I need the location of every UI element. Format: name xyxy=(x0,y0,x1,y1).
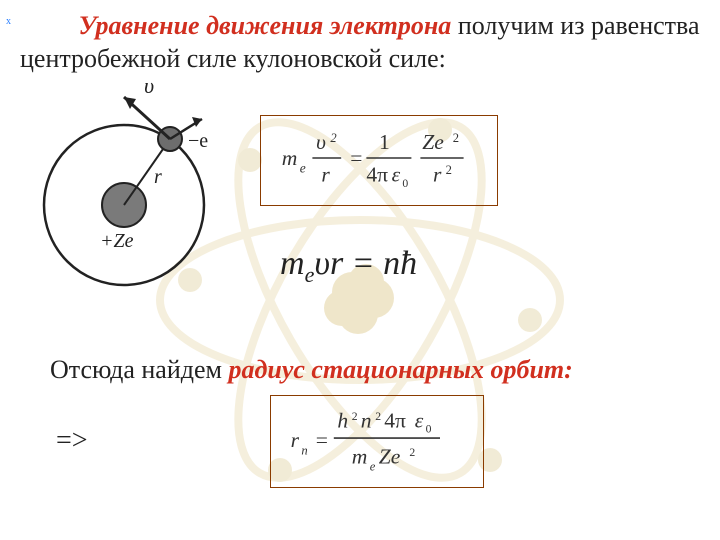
svg-text:Ze: Ze xyxy=(422,130,444,154)
svg-text:m: m xyxy=(352,444,368,468)
velocity-label: υ xyxy=(144,75,154,98)
title-phrase: Уравнение движения электрона xyxy=(79,11,452,40)
svg-text:1: 1 xyxy=(379,130,390,154)
svg-text:0: 0 xyxy=(402,177,408,190)
equation-centripetal-coulomb: m e υ 2 r = 1 4π ε 0 Ze xyxy=(260,115,498,206)
svg-text:2: 2 xyxy=(330,131,337,145)
svg-text:2: 2 xyxy=(409,446,415,459)
svg-text:r: r xyxy=(291,428,300,452)
svg-text:r: r xyxy=(321,162,330,186)
svg-text:2: 2 xyxy=(352,410,358,423)
implies-symbol: => xyxy=(56,425,88,457)
svg-text:υ: υ xyxy=(316,130,326,154)
svg-text:e: e xyxy=(300,160,306,175)
intro-paragraph: Уравнение движения электрона получим из … xyxy=(20,10,700,75)
svg-text:2: 2 xyxy=(375,410,381,423)
equation-quantization: meυr = nħ xyxy=(280,245,417,288)
nucleus-charge-label: +Ze xyxy=(100,230,134,252)
svg-text:2: 2 xyxy=(453,131,459,145)
svg-text:=: = xyxy=(350,146,362,170)
svg-text:Ze: Ze xyxy=(379,444,401,468)
equation-orbit-radius: r n = h 2 n 2 4π ε 0 m e Ze 2 xyxy=(270,395,484,488)
electron-charge-label: −e xyxy=(188,130,208,152)
derive-red: радиус стационарных орбит: xyxy=(228,355,572,384)
svg-text:r: r xyxy=(433,162,442,186)
svg-text:ε: ε xyxy=(415,408,424,432)
svg-text:4π: 4π xyxy=(384,408,406,432)
svg-text:e: e xyxy=(370,460,376,474)
svg-text:ε: ε xyxy=(392,162,401,186)
radius-label: r xyxy=(154,166,162,188)
svg-text:h: h xyxy=(337,408,348,432)
derive-lead: Отсюда найдем xyxy=(50,355,228,384)
svg-text:4π: 4π xyxy=(366,162,388,186)
bohr-orbit-diagram: υ −e r +Ze xyxy=(14,75,244,305)
svg-text:n: n xyxy=(301,443,307,457)
corner-marker: x xyxy=(6,16,11,27)
svg-text:2: 2 xyxy=(446,163,452,177)
svg-text:m: m xyxy=(282,146,298,170)
svg-text:=: = xyxy=(316,428,328,452)
svg-text:0: 0 xyxy=(426,423,432,436)
svg-text:n: n xyxy=(361,408,372,432)
derive-paragraph: Отсюда найдем радиус стационарных орбит: xyxy=(50,355,700,385)
